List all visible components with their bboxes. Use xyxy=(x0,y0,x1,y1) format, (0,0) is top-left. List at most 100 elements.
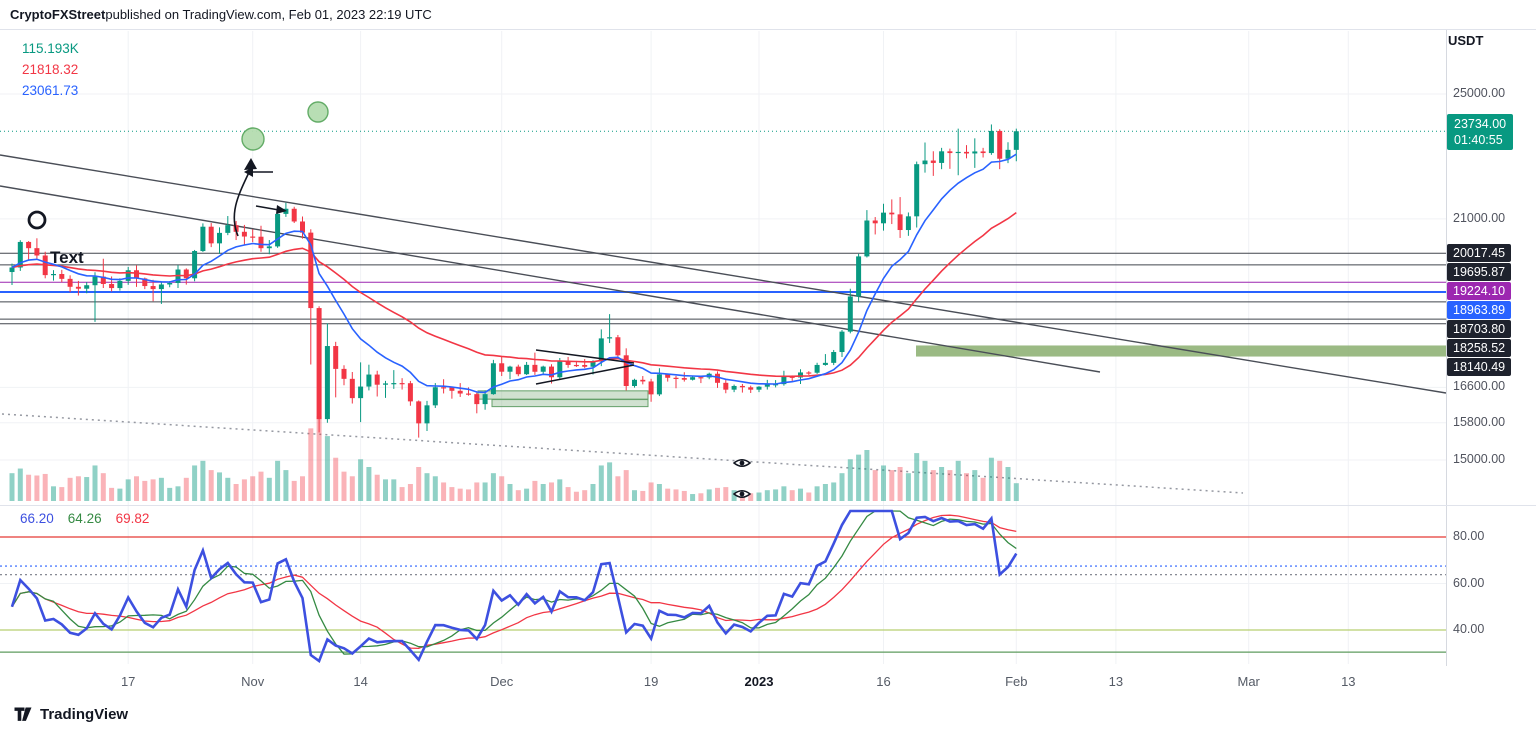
volume-bar xyxy=(922,460,928,501)
volume-bar xyxy=(84,477,90,501)
pennant-line[interactable] xyxy=(535,349,635,364)
footer: TradingView xyxy=(12,703,128,725)
curved-arrow[interactable] xyxy=(233,167,252,237)
volume-bar xyxy=(507,484,513,501)
volume-layer[interactable] xyxy=(9,416,1019,501)
supply-zone[interactable] xyxy=(916,345,1446,357)
rsi-scale-label: 40.00 xyxy=(1453,622,1485,636)
candle xyxy=(258,225,264,252)
candle xyxy=(175,265,181,288)
green-circle-marker[interactable] xyxy=(307,101,329,123)
price-level-tag: 18703.80 xyxy=(1447,320,1512,339)
volume-value: 115.193K xyxy=(22,41,79,56)
candle xyxy=(897,197,903,238)
volume-bar xyxy=(988,457,994,501)
volume-bar xyxy=(731,490,737,501)
volume-bar xyxy=(92,465,98,501)
trendline[interactable] xyxy=(0,154,1447,394)
volume-bar xyxy=(864,450,870,501)
volume-bar xyxy=(598,465,604,501)
volume-bar xyxy=(241,479,247,501)
candle xyxy=(972,138,978,168)
circle-drawing[interactable] xyxy=(27,210,47,230)
volume-bar xyxy=(474,482,480,501)
price-level-tag: 20017.45 xyxy=(1447,244,1512,263)
text-drawing[interactable]: Text xyxy=(50,248,84,267)
ma-fast-value: 23061.73 xyxy=(22,83,79,98)
time-axis-label: 16 xyxy=(876,674,891,689)
accumulation-box[interactable] xyxy=(491,399,649,408)
candle xyxy=(822,354,828,366)
brand-name: TradingView xyxy=(40,705,129,723)
volume-bar xyxy=(349,476,355,501)
candle xyxy=(424,400,430,431)
candle xyxy=(333,341,339,398)
candle xyxy=(192,249,198,282)
time-axis[interactable]: 17 Nov 14 Dec 19 2023 16 Feb 13 Mar 13 xyxy=(0,666,1536,698)
volume-bar xyxy=(449,487,455,501)
ma-slow-value: 21818.32 xyxy=(22,62,79,77)
volume-bar xyxy=(482,482,488,501)
rsi-mid-line xyxy=(11,510,1017,655)
rsi-main-value: 66.20 xyxy=(20,511,54,526)
trendline[interactable] xyxy=(0,185,1101,373)
price-scale-label: 25000.00 xyxy=(1453,86,1506,100)
candle xyxy=(914,161,920,228)
volume-bar xyxy=(565,487,571,501)
candle xyxy=(806,371,812,375)
volume-bar xyxy=(656,484,662,501)
volume-bar xyxy=(872,470,878,501)
volume-bar xyxy=(441,482,447,501)
volume-bar xyxy=(466,489,471,501)
candle xyxy=(499,356,505,377)
candle xyxy=(582,359,588,369)
right-arrow[interactable] xyxy=(255,205,280,211)
candle xyxy=(1013,128,1019,162)
candle xyxy=(283,202,289,217)
candle xyxy=(698,376,704,384)
volume-bar xyxy=(175,486,181,501)
candle xyxy=(673,375,679,389)
volume-bar xyxy=(167,487,173,501)
current-price-tag: 23734.00 01:40:55 xyxy=(1447,114,1514,151)
candle xyxy=(632,378,637,388)
eye-icon[interactable] xyxy=(732,459,752,467)
candle xyxy=(715,371,720,388)
time-axis-label: 13 xyxy=(1341,674,1356,689)
candle xyxy=(723,379,729,394)
candle xyxy=(847,288,853,334)
volume-bar xyxy=(964,473,969,501)
candle xyxy=(623,348,629,391)
candle xyxy=(391,370,397,389)
volume-bar xyxy=(590,484,596,501)
ma-fast-line xyxy=(11,153,1017,394)
candle xyxy=(524,361,530,375)
candle xyxy=(266,240,272,255)
header: CryptoFXStreet published on TradingView.… xyxy=(0,0,1536,30)
volume-bar xyxy=(582,490,588,501)
pennant-line[interactable] xyxy=(535,364,635,385)
volume-bar xyxy=(549,482,554,501)
volume-bar xyxy=(300,476,305,501)
volume-bar xyxy=(134,476,139,501)
green-circle-marker[interactable] xyxy=(241,127,265,151)
volume-bar xyxy=(125,479,131,501)
eye-icon[interactable] xyxy=(732,490,752,498)
price-axis[interactable]: 25000.00 21000.00 16600.00 15800.00 15000.00… xyxy=(1446,0,1536,700)
tradingview-logo[interactable] xyxy=(12,703,34,725)
time-axis-label: 19 xyxy=(643,674,659,689)
volume-bar xyxy=(557,479,563,501)
volume-bar xyxy=(648,482,654,501)
candle xyxy=(490,359,496,395)
volume-bar xyxy=(109,487,115,501)
candle xyxy=(59,269,65,283)
accumulation-box[interactable] xyxy=(477,390,649,400)
candle xyxy=(366,364,372,391)
volume-bar xyxy=(457,488,463,501)
volume-bar xyxy=(640,490,646,501)
pane-divider[interactable] xyxy=(0,505,1536,506)
candle xyxy=(872,217,878,235)
candle xyxy=(607,314,613,344)
